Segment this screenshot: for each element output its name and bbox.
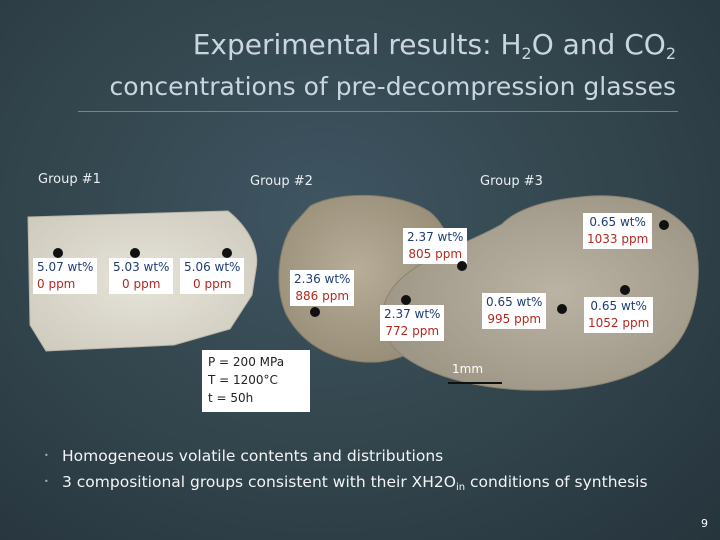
measurement-label: 0.65 wt% 1033 ppm: [583, 213, 653, 249]
slide-title-line2: concentrations of pre-decompression glas…: [109, 72, 676, 101]
measurement-point: [310, 307, 320, 317]
measurement-label: 2.36 wt% 886 ppm: [290, 270, 355, 306]
measurement-point: [401, 295, 411, 305]
temperature-condition: T = 1200°C: [208, 373, 278, 387]
measurement-point: [557, 304, 567, 314]
experimental-conditions-box: P = 200 MPa T = 1200°C t = 50h: [202, 350, 310, 412]
page-number: 9: [701, 517, 708, 530]
group-3-label: Group #3: [480, 174, 543, 189]
scale-bar: [448, 382, 502, 384]
bullet-item: • 3 compositional groups consistent with…: [44, 469, 704, 501]
measurement-label: 0.65 wt% 995 ppm: [482, 293, 547, 329]
bullet-list: • Homogeneous volatile contents and dist…: [44, 443, 704, 501]
pressure-condition: P = 200 MPa: [208, 355, 285, 369]
group-1-label: Group #1: [38, 172, 101, 187]
measurement-point: [130, 248, 140, 258]
measurement-label: 0.65 wt% 1052 ppm: [584, 297, 654, 333]
bullet-item: • Homogeneous volatile contents and dist…: [44, 443, 704, 469]
scale-bar-label: 1mm: [452, 362, 484, 376]
measurement-label: 5.06 wt% 0 ppm: [180, 258, 245, 294]
title-divider: [78, 111, 678, 112]
measurement-point: [659, 220, 669, 230]
measurement-point: [620, 285, 630, 295]
time-condition: t = 50h: [208, 391, 254, 405]
measurement-label: 5.03 wt% 0 ppm: [109, 258, 174, 294]
bullet-marker: •: [44, 451, 49, 460]
measurement-label: 2.37 wt% 805 ppm: [403, 228, 468, 264]
slide-title-line1: Experimental results: H2O and CO2: [192, 28, 676, 63]
group-2-label: Group #2: [250, 174, 313, 189]
measurement-label: 5.07 wt% 0 ppm: [33, 258, 98, 294]
measurement-label: 2.37 wt% 772 ppm: [380, 305, 445, 341]
bullet-marker: •: [44, 477, 49, 486]
measurement-point: [222, 248, 232, 258]
measurement-point: [53, 248, 63, 258]
measurement-point: [457, 261, 467, 271]
